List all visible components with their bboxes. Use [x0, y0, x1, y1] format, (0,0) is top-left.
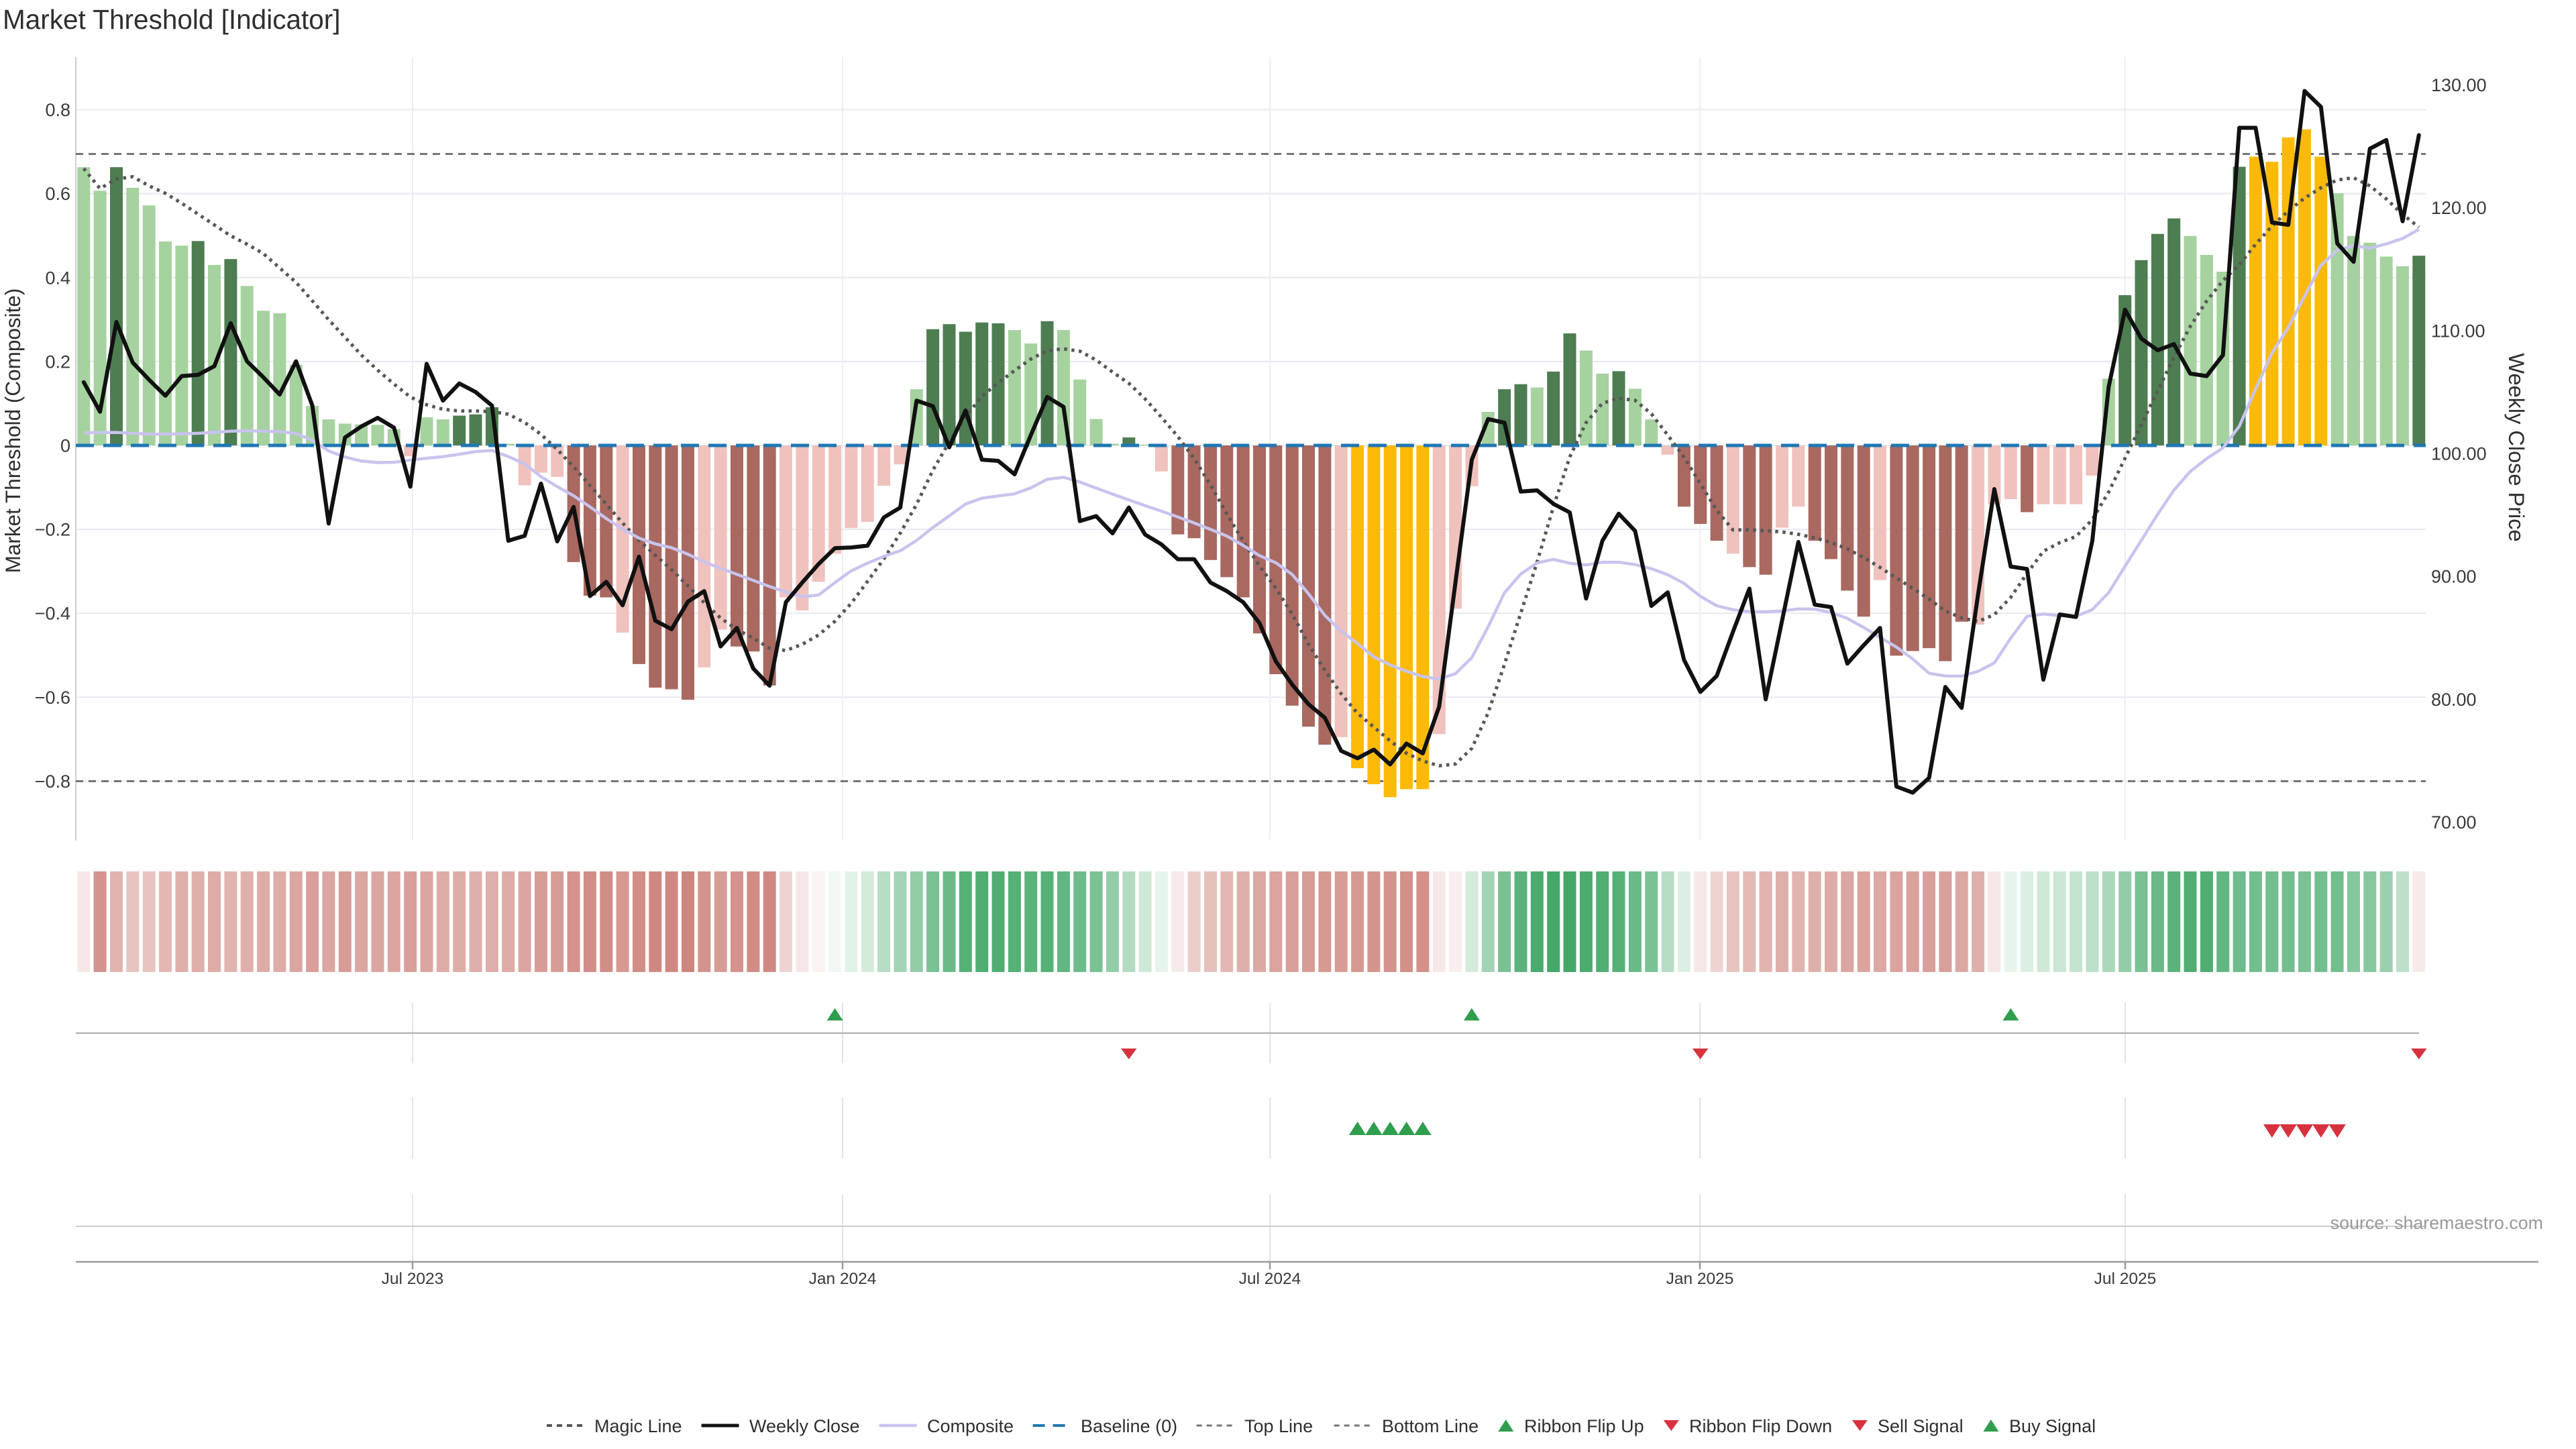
svg-text:Jan 2024: Jan 2024 — [809, 1270, 877, 1288]
svg-text:Weekly Close Price: Weekly Close Price — [2504, 353, 2528, 541]
svg-text:Jul 2023: Jul 2023 — [382, 1270, 444, 1288]
svg-text:120.00: 120.00 — [2431, 198, 2487, 218]
svg-text:−0.2: −0.2 — [35, 520, 70, 540]
svg-text:Ribbon Flip Up: Ribbon Flip Up — [1524, 1416, 1644, 1436]
svg-text:90.00: 90.00 — [2431, 567, 2477, 587]
svg-text:130.00: 130.00 — [2431, 75, 2487, 95]
svg-text:0.8: 0.8 — [45, 100, 70, 120]
svg-text:Jul 2024: Jul 2024 — [1239, 1270, 1301, 1288]
svg-text:Buy Signal: Buy Signal — [2009, 1416, 2096, 1436]
svg-text:0.4: 0.4 — [45, 268, 70, 288]
svg-text:Market Threshold (Composite): Market Threshold (Composite) — [1, 288, 25, 574]
svg-text:Market Threshold [Indicator]: Market Threshold [Indicator] — [3, 4, 340, 35]
svg-text:70.00: 70.00 — [2431, 812, 2477, 833]
svg-text:110.00: 110.00 — [2431, 321, 2485, 341]
svg-text:−0.8: −0.8 — [35, 771, 70, 792]
svg-text:Baseline (0): Baseline (0) — [1081, 1416, 1177, 1436]
svg-text:100.00: 100.00 — [2431, 444, 2487, 464]
svg-text:0.6: 0.6 — [45, 184, 70, 204]
svg-text:Weekly Close: Weekly Close — [749, 1416, 860, 1436]
svg-text:Jan 2025: Jan 2025 — [1666, 1270, 1734, 1288]
svg-text:Top Line: Top Line — [1244, 1416, 1313, 1436]
svg-text:Sell Signal: Sell Signal — [1878, 1416, 1964, 1436]
svg-text:Composite: Composite — [927, 1416, 1014, 1436]
svg-text:Magic Line: Magic Line — [594, 1416, 682, 1436]
svg-text:0.2: 0.2 — [45, 352, 70, 372]
svg-text:80.00: 80.00 — [2431, 690, 2477, 710]
svg-text:0: 0 — [60, 436, 70, 456]
svg-text:−0.4: −0.4 — [35, 604, 70, 624]
svg-text:Bottom Line: Bottom Line — [1382, 1416, 1479, 1436]
svg-text:source: sharemaestro.com: source: sharemaestro.com — [2330, 1213, 2543, 1233]
svg-text:Jul 2025: Jul 2025 — [2094, 1270, 2157, 1288]
svg-text:Ribbon Flip Down: Ribbon Flip Down — [1689, 1416, 1832, 1436]
svg-text:−0.6: −0.6 — [35, 688, 70, 708]
